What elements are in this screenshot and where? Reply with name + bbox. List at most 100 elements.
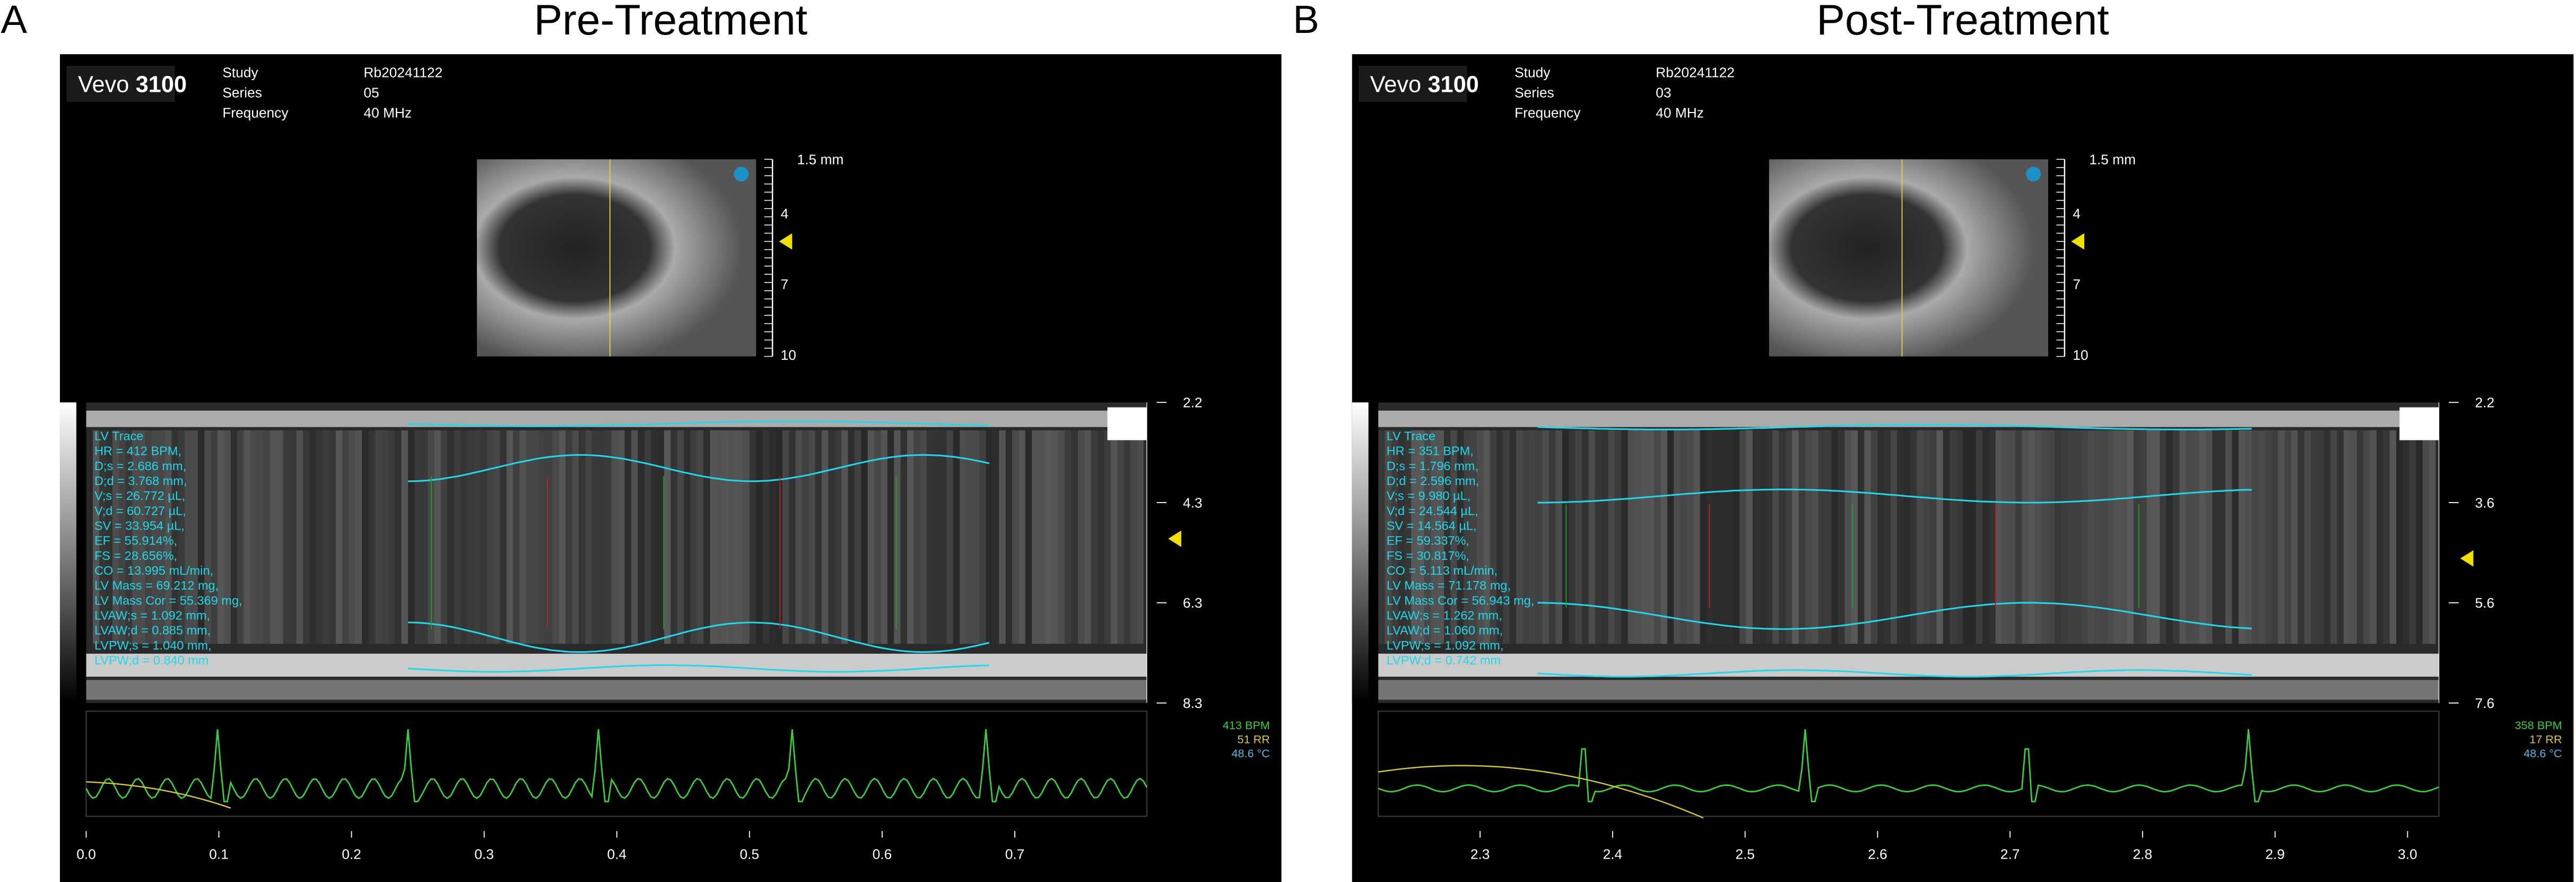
mmode-texture — [1726, 430, 1733, 644]
mmode-texture — [2337, 430, 2344, 644]
mmode-texture — [1417, 430, 1424, 644]
mmode-scale-label: 2.2 — [1183, 395, 1203, 411]
time-tick: 0.1 — [209, 846, 229, 862]
mmode-texture — [631, 430, 638, 644]
measurement: V;d = 24.544 µL, — [1387, 504, 1478, 517]
mmode-texture — [1575, 430, 1582, 644]
mmode-texture — [335, 430, 343, 644]
focus-marker — [2071, 233, 2085, 250]
ecg-readout: 48.6 °C — [2523, 747, 2562, 760]
mmode-texture — [861, 430, 868, 644]
mmode-texture — [808, 430, 815, 644]
mmode-texture — [185, 430, 192, 644]
mmode-texture — [1693, 430, 1700, 644]
mmode-texture — [2113, 430, 2121, 644]
header-key: Study — [222, 64, 258, 80]
mmode-texture — [2002, 430, 2009, 644]
mmode-texture — [1812, 430, 1818, 644]
mmode-texture — [1667, 430, 1674, 644]
mmode-texture — [1051, 430, 1058, 644]
mmode-texture — [99, 430, 106, 644]
mmode-texture — [2120, 430, 2127, 644]
mmode-texture — [368, 430, 376, 644]
measurement: LVPW;d = 0.742 mm — [1387, 653, 1501, 667]
mmode-texture — [1490, 430, 1497, 644]
mmode-texture — [1890, 430, 1898, 644]
mmode-texture — [2068, 430, 2075, 644]
probe-dot — [2026, 167, 2041, 181]
mmode-texture — [257, 430, 264, 644]
mmode-texture — [657, 430, 664, 644]
mmode-texture — [999, 430, 1006, 644]
mmode-texture — [1674, 430, 1681, 644]
mmode-texture — [1877, 430, 1884, 644]
mmode-texture — [1522, 430, 1529, 644]
measurement: LVPW;s = 1.092 mm, — [1387, 638, 1504, 652]
time-tick: 2.7 — [2000, 846, 2020, 862]
mmode-texture — [1104, 430, 1111, 644]
measurement: FS = 28.656%, — [94, 549, 177, 563]
mmode-texture — [2291, 430, 2298, 644]
mmode-texture — [1588, 430, 1595, 644]
mmode-texture — [1647, 430, 1655, 644]
measurement: LVAW;s = 1.092 mm, — [94, 608, 210, 622]
mmode-texture — [323, 430, 329, 644]
mmode-texture — [618, 430, 625, 644]
mmode-texture — [1608, 430, 1615, 644]
mmode-texture — [506, 430, 514, 644]
ecg-box — [1377, 710, 2440, 817]
measurement: SV = 14.564 µL, — [1387, 518, 1477, 532]
logo-brand: Vevo — [78, 72, 129, 97]
mmode-texture — [1628, 430, 1635, 644]
mmode-texture — [1476, 430, 1484, 644]
mmode-texture — [2212, 430, 2219, 644]
mmode-texture — [2166, 430, 2173, 644]
mmode-texture — [2087, 430, 2094, 644]
header-key: Frequency — [222, 105, 289, 121]
mmode-texture — [1975, 430, 1983, 644]
mmode-texture — [1825, 430, 1832, 644]
mmode-texture — [2284, 430, 2292, 644]
mmode-texture — [1910, 430, 1917, 644]
mmode-texture — [1995, 430, 2003, 644]
mmode-texture — [716, 430, 724, 644]
mmode-texture — [2363, 430, 2370, 644]
mmode-texture — [171, 430, 178, 644]
mmode-texture — [710, 430, 717, 644]
mmode-texture — [1117, 430, 1124, 644]
mmode-texture — [250, 430, 257, 644]
wall-trace — [408, 454, 990, 482]
measurement: LV Mass Cor = 56.943 mg, — [1387, 593, 1535, 607]
mmode-texture — [454, 430, 461, 644]
mmode-texture — [2055, 430, 2061, 644]
mmode-scale-label: 2.2 — [2475, 395, 2495, 411]
measurement: HR = 412 BPM, — [94, 444, 181, 458]
time-tick: 0.4 — [607, 846, 626, 862]
mmode-texture — [2304, 430, 2311, 644]
mmode-texture — [243, 430, 250, 644]
mmode-band — [1378, 680, 2439, 700]
mmode-texture — [230, 430, 238, 644]
mmode-texture — [1884, 430, 1891, 644]
grayscale-bar — [59, 402, 76, 703]
panel: A Pre-Treatment Vevo 3100 Study Rb20241122 Ser… — [1, 0, 1282, 882]
mmode-texture — [933, 430, 940, 644]
mmode-texture — [1503, 430, 1510, 644]
mmode-texture — [2317, 430, 2324, 644]
wall-trace — [408, 621, 990, 653]
wall-trace — [1537, 602, 2252, 630]
mmode-texture — [1025, 430, 1032, 644]
mmode-texture — [125, 430, 133, 644]
bmode-scale-label: 4 — [781, 206, 789, 222]
logo-model: 3100 — [136, 72, 187, 97]
resp-trace — [1378, 765, 1704, 819]
mmode-texture — [381, 430, 388, 644]
mmode-texture — [782, 430, 789, 644]
mmode-texture — [2028, 430, 2035, 644]
measurement: D;d = 2.596 mm, — [1387, 474, 1479, 488]
mmode-texture — [920, 430, 927, 644]
mmode-texture — [460, 430, 467, 644]
time-tick: 2.5 — [1735, 846, 1755, 862]
bmode-scale-label: 10 — [781, 347, 796, 363]
mmode-texture — [1457, 430, 1464, 644]
